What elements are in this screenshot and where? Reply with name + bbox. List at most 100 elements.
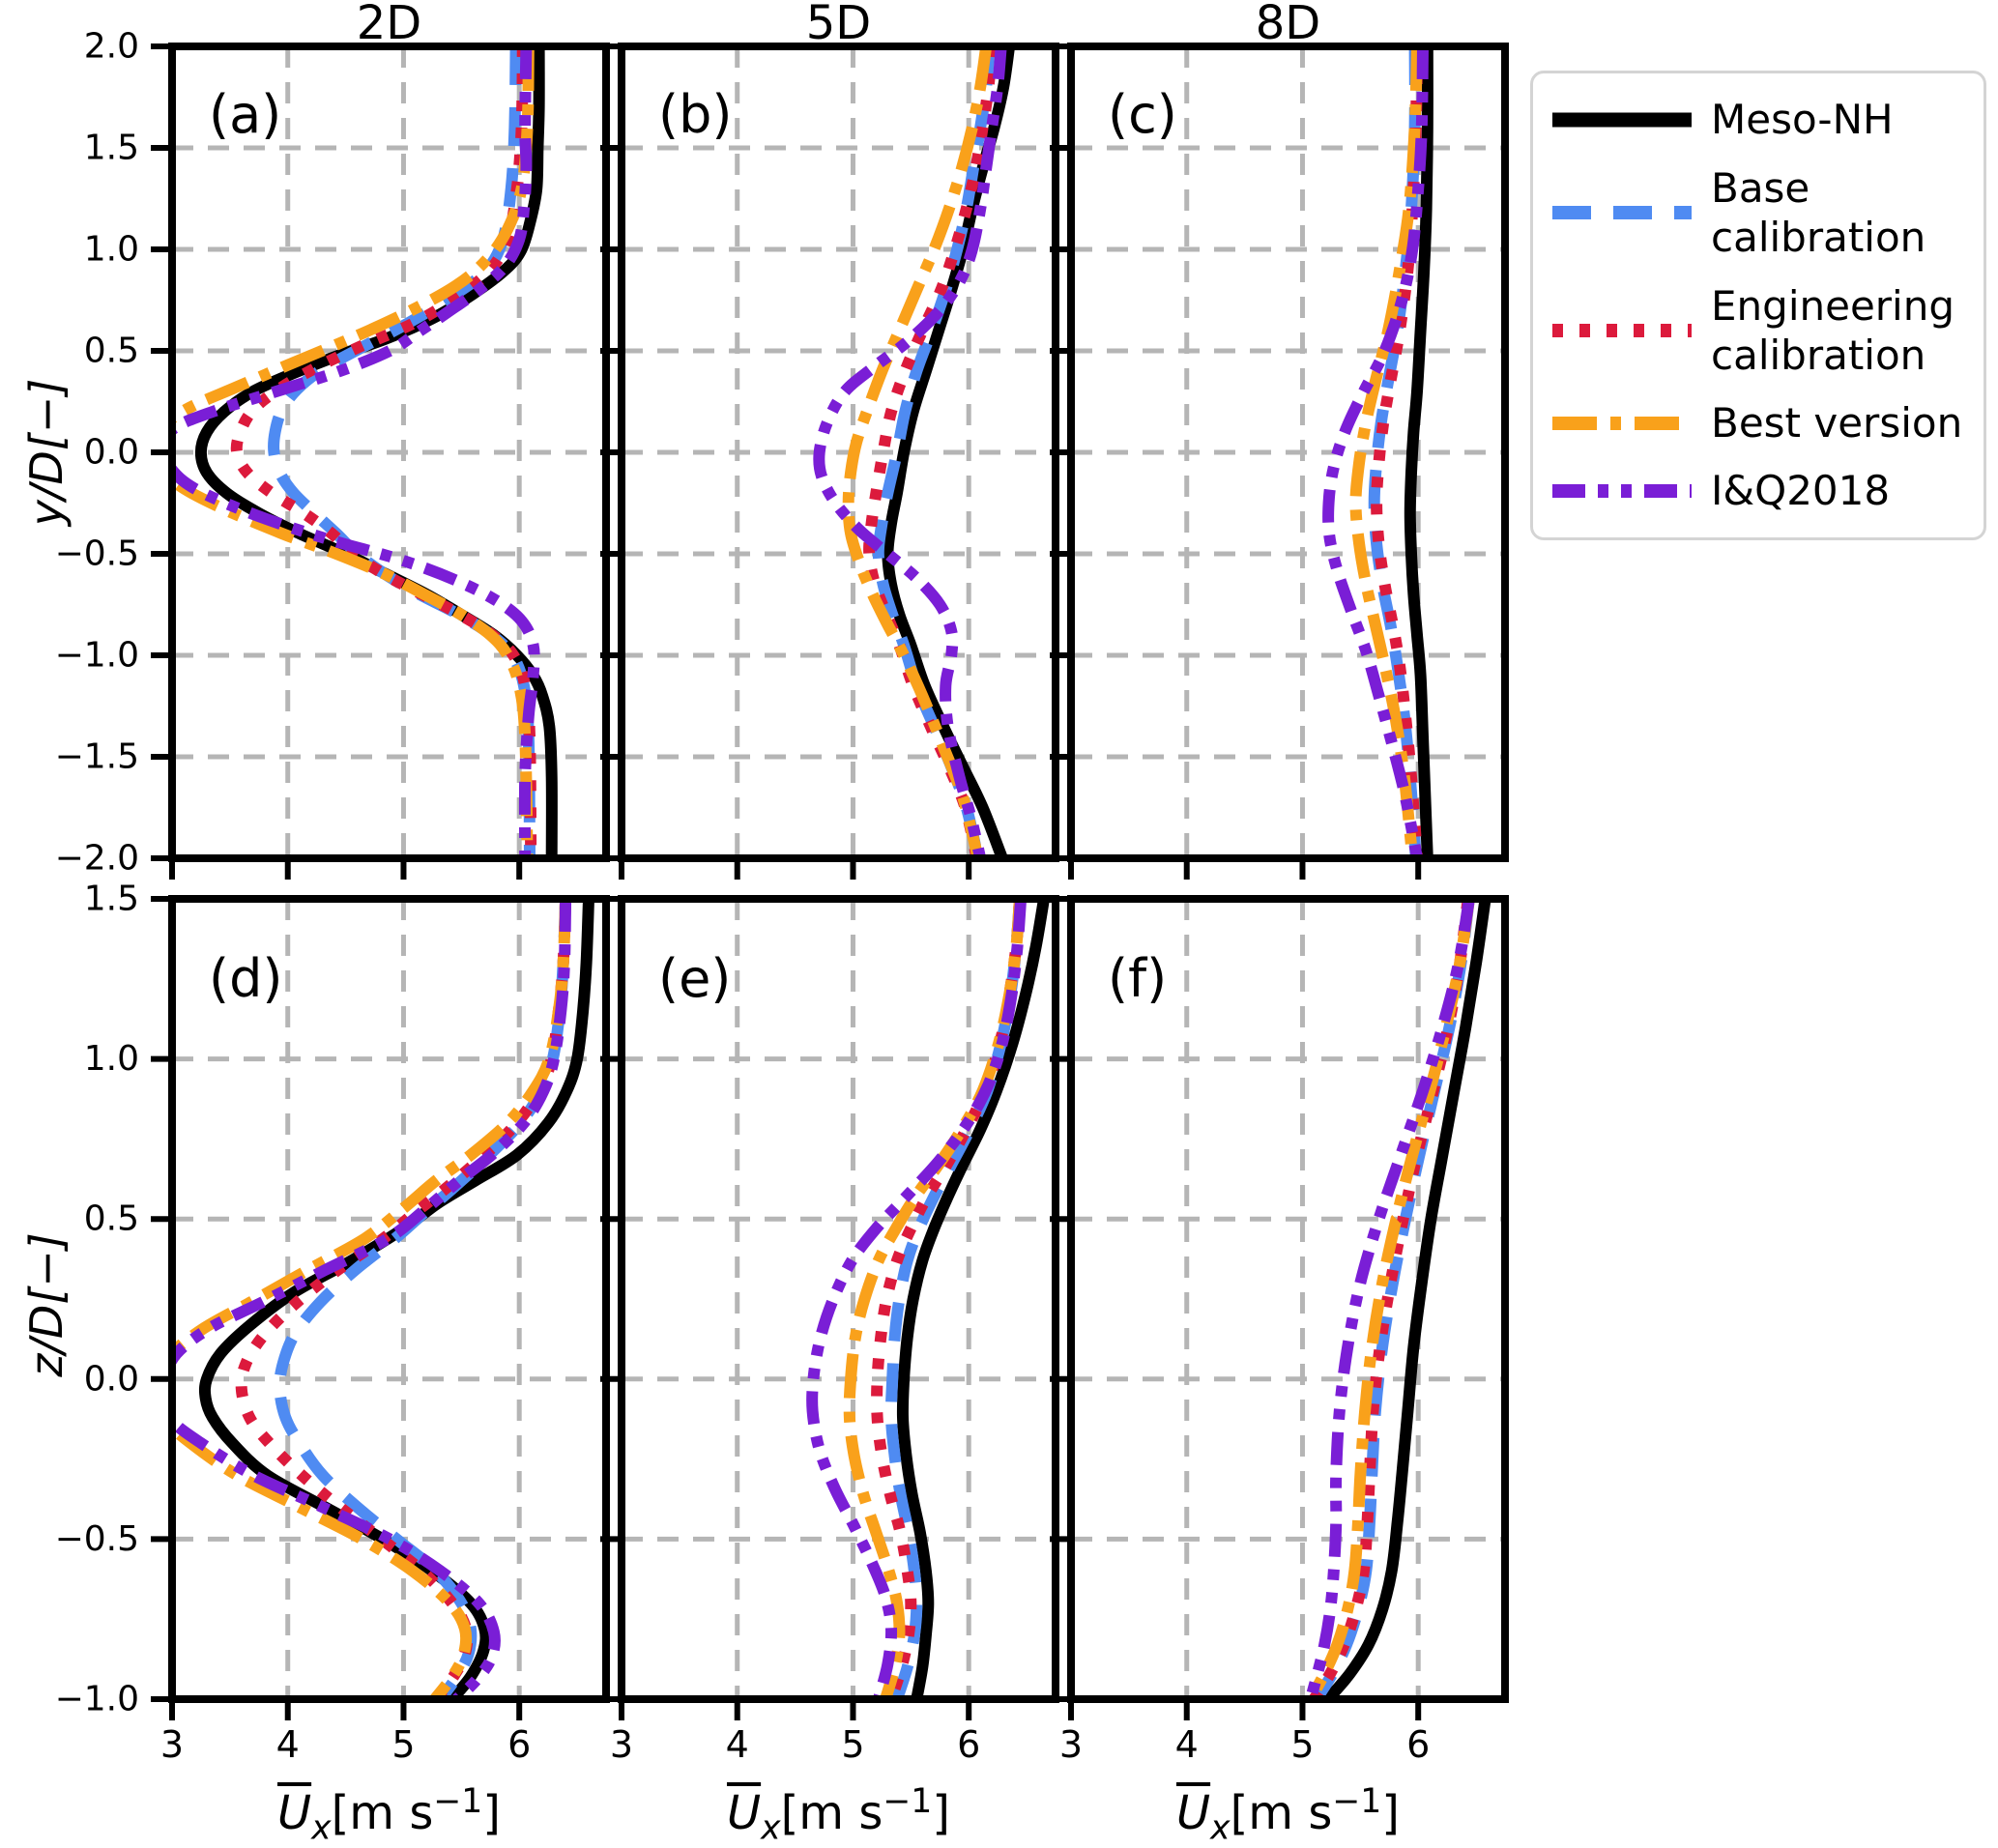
curve-base-calibration-e [884,899,1026,1699]
ticks-e [600,896,972,1720]
column-title-5d: 5D [805,0,872,50]
panel-label-e: (e) [658,948,732,1009]
x-axis-label-col1: Ux[m s−1] [172,1776,606,1848]
x-tick-label: 5 [841,1723,864,1766]
y-tick-label: −2.0 [55,839,139,879]
curves-a [172,46,558,858]
y-tick-label: −0.5 [55,1519,139,1559]
ticks-f [1050,896,1422,1720]
curve-engineering-calibration-e [871,899,1026,1699]
curve-meso-nh-c [1404,46,1433,858]
x-tick-label: 4 [1175,1723,1199,1766]
xlabel-unit-close: ] [1381,1786,1400,1840]
xlabel-variable: U [726,1786,762,1840]
legend-item-engineering-calibration: Engineering calibration [1549,274,1970,387]
y-tick-label: 1.0 [84,1039,139,1079]
grid-c [1071,46,1505,858]
curve-best-version-e [843,899,1026,1699]
x-tick-label: 4 [276,1723,300,1766]
legend-line-sample-iq2018 [1552,484,1692,498]
ticks-d [151,896,523,1720]
panel-label-a: (a) [209,84,282,145]
x-tick-label: 5 [1290,1723,1314,1766]
panel-c [1050,43,1509,880]
panel-border-d [168,895,610,1703]
panel-label-d: (d) [209,948,283,1009]
y-tick-label: 1.5 [84,880,139,919]
curve-iq2018-b [813,46,1007,858]
column-title-2d: 2D [356,0,422,50]
panel-a: 2.0 1.5 1.0 0.5 0.0 −0.5 −1.0 −1.5 −2.0 [55,27,610,880]
curves-d [172,899,594,1699]
panel-border-e [618,895,1059,1703]
curve-engineering-calibration-f [1309,899,1474,1699]
curve-best-version-d [172,899,572,1699]
curve-iq2018-a [172,46,540,858]
panel-label-b: (b) [658,84,733,145]
x-tick-label: 3 [160,1723,184,1766]
y-tick-label: 0.5 [84,332,139,371]
panel-e: 3 4 5 6 [600,895,1059,1766]
legend-line-sample-base-calibration [1552,206,1692,219]
curves-e [806,899,1050,1699]
legend-item-base-calibration: Base calibration [1549,157,1970,269]
curve-best-version-c [1349,46,1423,858]
legend-label: I&Q2018 [1711,467,1891,515]
grid-e [622,899,1056,1699]
y-tick-label: 2.0 [84,27,139,67]
x-tick-label: 6 [957,1723,980,1766]
x-tick-label: 5 [391,1723,415,1766]
xlabel-variable: U [1175,1786,1211,1840]
curve-best-version-f [1305,899,1475,1699]
curve-iq2018-e [806,899,1028,1699]
xlabel-variable: U [276,1786,312,1840]
panel-f: 3 4 5 6 [1050,895,1509,1766]
curve-meso-nh-f [1323,899,1491,1699]
curve-best-version-a [172,46,535,858]
x-axis-label-col3: Ux[m s−1] [1071,1776,1505,1848]
xlabel-subscript: x [311,1808,332,1848]
legend-label: Base calibration [1711,163,1926,261]
x-axis-label-col2: Ux[m s−1] [622,1776,1056,1848]
xlabel-unit: [m s [780,1786,883,1840]
xlabel-exponent: −1 [433,1782,483,1821]
legend: Meso-NH Base calibration Engineering cal… [1530,71,1986,540]
legend-label: Engineering calibration [1711,281,1955,379]
legend-line-sample-meso-nh [1552,112,1692,128]
curve-best-version-b [842,46,993,858]
column-title-8d: 8D [1255,0,1321,50]
xlabel-subscript: x [761,1808,781,1848]
xlabel-unit-close: ] [482,1786,501,1840]
xlabel-unit: [m s [331,1786,434,1840]
x-tick-label: 3 [610,1723,633,1766]
y-tick-label: 0.5 [84,1199,139,1239]
legend-label: Meso-NH [1711,96,1894,144]
legend-item-best-version: Best version [1549,392,1970,454]
ticks-b [600,43,972,880]
y-tick-label: −0.5 [55,534,139,574]
xlabel-exponent: −1 [883,1782,933,1821]
y-tick-label: 0.0 [84,1359,139,1399]
panel-label-f: (f) [1108,948,1168,1009]
x-tick-label: 6 [507,1723,531,1766]
curve-iq2018-d [172,899,572,1699]
panel-d: 1.5 1.0 0.5 0.0 −0.5 −1.0 3 4 5 6 [55,880,610,1766]
y-tick-label: 0.0 [84,433,139,473]
panel-label-c: (c) [1108,84,1177,145]
y-axis-label-bottom: z/D[−] [20,1232,72,1377]
curve-meso-nh-b [882,46,1016,858]
curve-meso-nh-e [896,899,1050,1699]
y-tick-label: −1.0 [55,1680,139,1719]
curves-b [813,46,1016,858]
y-tick-label: −1.5 [55,737,139,777]
y-tick-label: 1.5 [84,129,139,168]
legend-line-sample-engineering-calibration [1552,324,1692,337]
panel-border-f [1067,895,1509,1703]
curve-meso-nh-d [198,899,594,1699]
x-tick-label: 6 [1406,1723,1430,1766]
x-tick-label: 3 [1059,1723,1083,1766]
y-tick-label: 1.0 [84,230,139,270]
legend-item-iq2018: I&Q2018 [1549,460,1970,522]
